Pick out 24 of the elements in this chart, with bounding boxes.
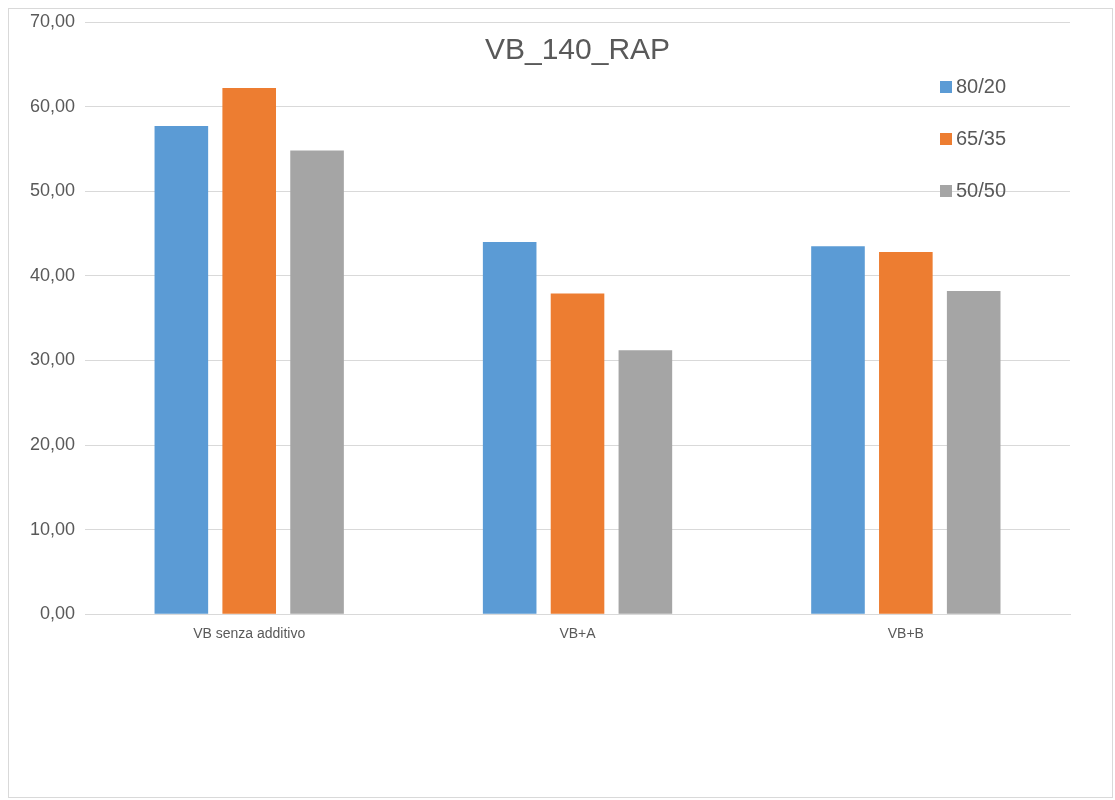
y-tick-label: 20,00 (30, 433, 76, 454)
y-tick-label: 10,00 (30, 518, 76, 539)
y-tick-label: 0,00 (40, 603, 76, 624)
bar (482, 241, 537, 614)
x-tick-label: VB+A (559, 625, 597, 642)
x-tick-label: VB senza additivo (193, 625, 306, 642)
legend-label: 80/20 (956, 74, 1007, 97)
bar (550, 293, 605, 614)
bar (618, 350, 673, 614)
bar (222, 87, 277, 614)
chart-title: VB_140_RAP (484, 32, 671, 66)
y-tick-label: 30,00 (30, 349, 76, 370)
bar (879, 252, 933, 614)
y-tick-label: 50,00 (30, 180, 76, 201)
bar (154, 126, 209, 614)
bar (811, 246, 865, 614)
legend-label: 65/35 (956, 126, 1007, 149)
legend-label: 50/50 (956, 178, 1007, 201)
bar (290, 150, 344, 614)
y-tick-label: 70,00 (30, 10, 76, 31)
bar (946, 291, 1001, 614)
y-tick-label: 40,00 (30, 264, 76, 285)
x-tick-label: VB+B (887, 625, 924, 642)
y-tick-label: 60,00 (30, 95, 76, 116)
